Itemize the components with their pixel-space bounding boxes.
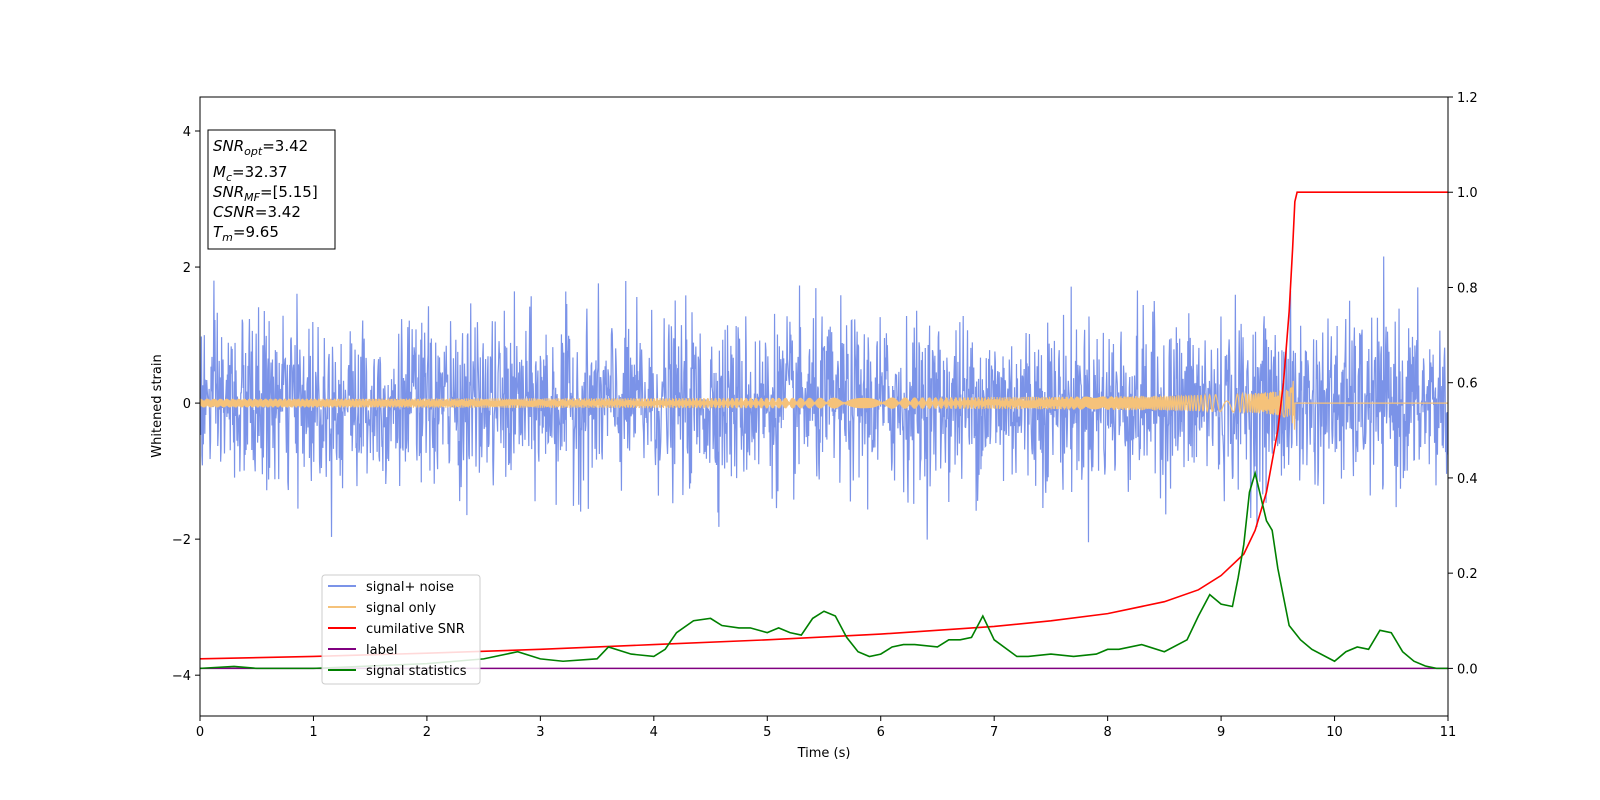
y2-tick-label: 0.4 (1457, 472, 1478, 487)
annotation-value: =3.42 (255, 203, 301, 221)
legend-label: cumilative SNR (366, 622, 465, 637)
plot-frame (199, 96, 1449, 717)
y-axis-right: 0.0 0.2 0.4 0.6 0.8 1.0 1.2 (1448, 91, 1478, 677)
legend: signal+ noise signal only cumilative SNR la… (321, 574, 481, 685)
annotation-subscript: m (222, 231, 233, 244)
x-tick-label: 1 (309, 725, 317, 740)
annotation-value: =9.65 (233, 223, 279, 241)
annotation-value: =[5.15] (260, 183, 318, 201)
legend-label: label (366, 643, 397, 658)
annotation-value: =3.42 (262, 137, 308, 155)
y-axis-label: Whitened strain (150, 354, 165, 457)
y-axis-left: −4 −2 0 2 4 (172, 125, 200, 684)
y2-tick-label: 0.2 (1457, 567, 1478, 582)
y2-tick-label: 0.0 (1457, 662, 1478, 677)
annotation-line: CSNR=3.42 (213, 203, 301, 221)
x-tick-label: 9 (1217, 725, 1225, 740)
series-line-signal-noise (200, 256, 1448, 543)
legend-label: signal only (366, 601, 436, 616)
annotation-symbol: SNR (213, 137, 244, 155)
y2-tick-label: 0.8 (1457, 281, 1478, 296)
y2-tick-label: 0.6 (1457, 377, 1478, 392)
legend-label: signal+ noise (366, 580, 454, 595)
x-tick-label: 3 (536, 725, 544, 740)
annotation-line: SNRopt=3.42 (213, 137, 308, 158)
annotation-line: Tm=9.65 (213, 223, 279, 244)
x-tick-label: 10 (1326, 725, 1343, 740)
x-tick-label: 11 (1440, 725, 1457, 740)
x-tick-label: 6 (877, 725, 885, 740)
x-tick-label: 5 (763, 725, 771, 740)
y-tick-label: −2 (172, 533, 191, 548)
annotation-value: =32.37 (232, 163, 288, 181)
x-tick-label: 8 (1103, 725, 1111, 740)
y-tick-label: 4 (183, 125, 191, 140)
annotation-symbol: CSNR (213, 203, 255, 221)
series-line-signal-statistics (200, 470, 1448, 670)
annotation-symbol: M (213, 163, 226, 181)
x-tick-label: 4 (650, 725, 658, 740)
y2-tick-label: 1.0 (1457, 186, 1478, 201)
x-tick-label: 2 (423, 725, 431, 740)
y2-tick-label: 1.2 (1457, 91, 1478, 106)
x-tick-label: 7 (990, 725, 998, 740)
y-tick-label: 2 (183, 261, 191, 276)
annotation-symbol: T (213, 223, 224, 241)
series-line-signal-only (200, 380, 1448, 430)
annotation-line: Mc=32.37 (213, 163, 288, 184)
annotation-subscript: c (226, 171, 232, 184)
annotation-symbol: SNR (213, 183, 244, 201)
annotation-line: SNRMF=[5.15] (213, 183, 318, 204)
annotation-subscript: MF (244, 191, 260, 204)
x-axis-label: Time (s) (797, 746, 851, 761)
x-tick-label: 0 (196, 725, 204, 740)
legend-label: signal statistics (366, 664, 467, 679)
series-line-cumilative-snr (200, 191, 1448, 660)
y-tick-label: −4 (172, 669, 191, 684)
annotation-subscript: opt (244, 145, 263, 158)
annotation-box: SNRopt=3.42Mc=32.37SNRMF=[5.15]CSNR=3.42… (207, 129, 336, 250)
y-tick-label: 0 (183, 397, 191, 412)
x-axis: 0 1 2 3 4 5 6 7 8 9 10 11 (196, 716, 1456, 740)
